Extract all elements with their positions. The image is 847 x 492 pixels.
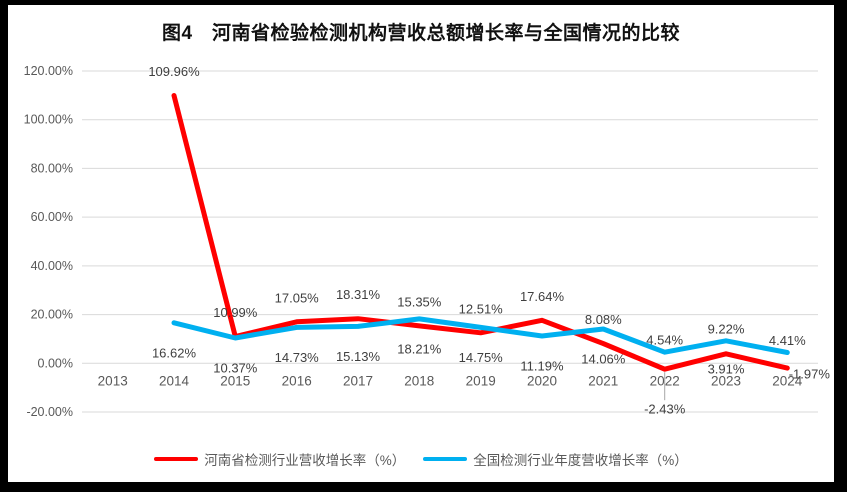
data-label: 9.22%: [708, 321, 745, 336]
data-label: 17.05%: [275, 290, 320, 305]
data-label: 14.73%: [275, 350, 320, 365]
data-label: -1.97%: [789, 367, 831, 382]
chart-legend: 河南省检测行业营收增长率（%） 全国检测行业年度营收增长率（%）: [8, 449, 834, 469]
y-axis-tick-label: 100.00%: [24, 113, 73, 127]
data-label: 15.35%: [397, 294, 442, 309]
legend-item-national: 全国检测行业年度营收增长率（%）: [423, 449, 688, 469]
data-label: 11.19%: [520, 359, 564, 374]
legend-swatch-henan-line: [154, 457, 199, 461]
series-line-1: [171, 316, 790, 355]
x-axis-tick-label: 2014: [159, 374, 190, 389]
data-label: 14.06%: [581, 352, 626, 367]
y-axis-tick-label: 120.00%: [24, 64, 73, 78]
data-label: 3.91%: [708, 361, 745, 376]
legend-label-henan: 河南省检测行业营收增长率（%）: [204, 453, 406, 468]
data-label: 10.37%: [213, 361, 258, 376]
x-axis-tick-label: 2019: [466, 374, 496, 389]
x-axis-tick-label: 2017: [343, 374, 373, 389]
data-label: 109.96%: [148, 64, 200, 79]
data-label: 14.75%: [459, 350, 504, 365]
y-axis-tick-label: 80.00%: [31, 161, 73, 175]
y-axis-tick-label: -20.00%: [26, 405, 73, 419]
y-axis-tick-label: 20.00%: [31, 308, 73, 322]
x-axis-tick-label: 2023: [711, 374, 741, 389]
data-label: 18.31%: [336, 287, 381, 302]
line-chart-plot: 120.00% 100.00% 80.00% 60.00% 40.00% 20.00% 0.…: [24, 64, 831, 419]
y-axis-tick-label: 40.00%: [31, 259, 73, 273]
x-axis-tick-label: 2020: [527, 374, 557, 389]
x-axis-tick-label: 2024: [772, 374, 803, 389]
legend-label-national: 全国检测行业年度营收增长率（%）: [473, 453, 688, 468]
data-label: 18.21%: [397, 341, 442, 356]
data-label: 12.51%: [459, 301, 504, 316]
legend-item-henan: 河南省检测行业营收增长率（%）: [154, 449, 405, 469]
x-axis-tick-label: 2018: [404, 374, 434, 389]
x-axis-tick-label: 2016: [282, 374, 312, 389]
x-axis-tick-label: 2013: [98, 374, 128, 389]
chart-panel: 图4 河南省检验检测机构营收总额增长率与全国情况的比较 120.00% 100.0…: [8, 5, 834, 482]
x-axis-tick-label: 2015: [220, 374, 250, 389]
x-axis-tick-label: 2021: [588, 374, 618, 389]
y-axis-tick-label: 60.00%: [31, 210, 73, 224]
data-label: -2.43%: [644, 402, 686, 417]
series-line-0: [171, 93, 790, 372]
data-label: 10.99%: [213, 305, 258, 320]
data-label: 17.64%: [520, 289, 565, 304]
data-label: 8.08%: [585, 312, 622, 327]
legend-swatch-national-line: [423, 457, 468, 461]
data-label: 4.54%: [646, 333, 683, 348]
data-label: 15.13%: [336, 349, 381, 364]
data-label: 4.41%: [769, 333, 806, 348]
data-label: 16.62%: [152, 345, 197, 360]
y-axis-tick-label: 0.00%: [38, 356, 73, 370]
chart-title: 图4 河南省检验检测机构营收总额增长率与全国情况的比较: [161, 23, 681, 44]
